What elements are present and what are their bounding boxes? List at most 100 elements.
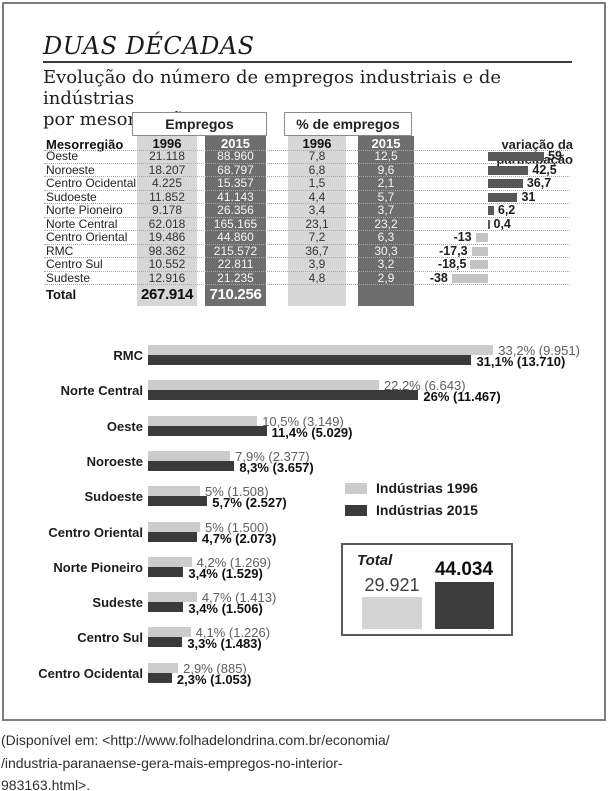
cell-p96: 23,1 bbox=[305, 216, 329, 231]
figure-frame bbox=[2, 2, 606, 721]
legend-label-2015: Indústrias 2015 bbox=[376, 502, 478, 518]
bar-1996 bbox=[148, 521, 200, 532]
variation-bar bbox=[488, 219, 490, 229]
cell-p15: 9,6 bbox=[377, 162, 395, 177]
citation-line-2: /industria-paranaense-gera-mais-empregos… bbox=[1, 754, 343, 791]
cell-e15: 41.143 bbox=[217, 189, 254, 204]
total-bar-1996 bbox=[362, 597, 422, 629]
total-empregos-2015: 710.256 bbox=[209, 286, 262, 303]
cell-e96: 11.852 bbox=[149, 189, 185, 204]
bar-2015 bbox=[148, 355, 472, 365]
figure-title: DUAS DÉCADAS bbox=[43, 32, 255, 60]
cell-e96: 18.207 bbox=[148, 162, 186, 177]
group-header-empregos: Empregos bbox=[132, 112, 267, 136]
chart-region-label: Sudoeste bbox=[84, 489, 143, 505]
cell-e96: 4.225 bbox=[151, 176, 183, 190]
bar-2015-value: 26% (11.467) bbox=[423, 389, 501, 405]
cell-p15: 5,7 bbox=[377, 189, 395, 204]
variation-bar bbox=[488, 165, 529, 175]
region-name: Centro Sul bbox=[46, 257, 103, 271]
table-row: Centro Oriental 19.486 44.860 7,2 6,3 -13 bbox=[44, 231, 570, 245]
legend-swatch-2015 bbox=[345, 504, 367, 516]
cell-p96: 6,8 bbox=[308, 162, 326, 177]
group-header-pct-empregos: % de empregos bbox=[284, 112, 412, 136]
bar-1996-value: 7,9% (2.377) bbox=[235, 448, 310, 464]
cell-e96: 62.018 bbox=[148, 216, 186, 231]
cell-p96: 3,4 bbox=[308, 203, 326, 217]
region-name: Noroeste bbox=[46, 162, 95, 177]
cell-e96: 98.362 bbox=[148, 243, 186, 258]
bar-1996 bbox=[148, 380, 379, 391]
cell-e15: 15.357 bbox=[217, 176, 254, 190]
bar-2015 bbox=[148, 460, 235, 471]
table-row: Norte Central 62.018 165.165 23,1 23,2 0,4 bbox=[44, 216, 570, 231]
chart-region-label: Oeste bbox=[106, 418, 143, 434]
bar-1996 bbox=[148, 415, 258, 426]
total-label: Total bbox=[46, 287, 77, 302]
legend-item-1996: Indústrias 1996 bbox=[345, 480, 478, 496]
cell-e96: 19.486 bbox=[148, 230, 186, 244]
variation-value: 36,7 bbox=[526, 176, 552, 190]
bar-2015-value: 8,3% (3.657) bbox=[239, 459, 314, 475]
total-mini-chart: Total 29.921 44.034 bbox=[341, 543, 513, 636]
bar-1996-value: 10,5% (3.149) bbox=[262, 413, 344, 429]
chart-region-label: Centro Ocidental bbox=[38, 665, 143, 681]
region-name: Oeste bbox=[46, 149, 79, 163]
bar-2015-value: 31,1% (13.710) bbox=[476, 354, 566, 369]
cell-p15: 23,2 bbox=[374, 216, 398, 231]
region-name: Sudoeste bbox=[46, 189, 97, 204]
bar-2015-value: 2,3% (1.053) bbox=[176, 671, 252, 687]
table-row: Sudoeste 11.852 41.143 4,4 5,7 31 bbox=[44, 189, 570, 204]
bar-1996 bbox=[148, 662, 179, 673]
bar-2015 bbox=[148, 531, 197, 542]
legend-swatch-1996 bbox=[345, 482, 367, 494]
region-name: Centro Oriental bbox=[46, 230, 128, 244]
table-row: Oeste 21.118 88.960 7,8 12,5 59 bbox=[44, 150, 570, 164]
column-bg-pct-2015 bbox=[358, 136, 414, 306]
bar-1996-value: 5% (1.500) bbox=[205, 519, 269, 535]
bar-1996 bbox=[148, 556, 192, 567]
bar-1996 bbox=[148, 592, 197, 603]
cell-e15: 68.797 bbox=[217, 162, 254, 177]
bar-2015 bbox=[148, 496, 208, 507]
year-header-pct-2015: 2015 bbox=[371, 136, 401, 151]
variation-value: -38 bbox=[429, 270, 448, 285]
region-name: Norte Pioneiro bbox=[46, 203, 123, 217]
chart-region-label: Sudeste bbox=[92, 595, 143, 611]
cell-p96: 7,2 bbox=[308, 230, 326, 244]
variation-value: 0,4 bbox=[493, 216, 511, 231]
chart-region-label: Centro Sul bbox=[77, 630, 143, 646]
variation-value: 59 bbox=[548, 149, 562, 163]
table-row: Sudeste 12.916 21.235 4,8 2,9 -38 bbox=[44, 270, 570, 285]
bar-2015 bbox=[148, 672, 172, 683]
bar-1996-value: 4,2% (1.269) bbox=[196, 554, 272, 570]
variation-value: -13 bbox=[453, 230, 472, 244]
bar-2015 bbox=[148, 602, 184, 613]
cell-e96: 9.178 bbox=[151, 203, 183, 217]
subtitle-line-1: Evolução do número de empregos industria… bbox=[43, 67, 502, 109]
cell-e96: 21.118 bbox=[149, 149, 185, 163]
cell-e15: 44.860 bbox=[217, 230, 254, 244]
cell-p96: 36,7 bbox=[305, 243, 329, 258]
bar-1996-value: 33,2% (9.951) bbox=[498, 343, 580, 358]
variation-bar bbox=[488, 152, 545, 161]
header-separator-line bbox=[44, 150, 570, 151]
column-bg-empregos-2015 bbox=[205, 136, 266, 306]
bar-2015-value: 4,7% (2.073) bbox=[201, 530, 277, 546]
region-name: RMC bbox=[46, 243, 74, 258]
total-empregos-1996: 267.914 bbox=[140, 286, 194, 303]
variation-value: 31 bbox=[521, 189, 536, 204]
bar-2015-value: 5,7% (2.527) bbox=[212, 495, 287, 511]
legend-item-2015: Indústrias 2015 bbox=[345, 502, 478, 518]
bar-1996-value: 4,1% (1.226) bbox=[195, 625, 271, 641]
table-row: Centro Ocidental 4.225 15.357 1,5 2,1 36,7 bbox=[44, 177, 570, 191]
cell-p15: 2,9 bbox=[377, 270, 395, 285]
bar-1996-value: 2,9% (885) bbox=[183, 660, 247, 676]
year-header-pct-1996: 1996 bbox=[302, 136, 332, 151]
region-column-header: Mesorregião bbox=[46, 137, 124, 152]
bar-2015-value: 3,3% (1.483) bbox=[187, 636, 262, 652]
bar-2015 bbox=[148, 637, 183, 648]
bar-1996 bbox=[148, 627, 191, 638]
chart-region-label: Centro Oriental bbox=[48, 524, 143, 540]
